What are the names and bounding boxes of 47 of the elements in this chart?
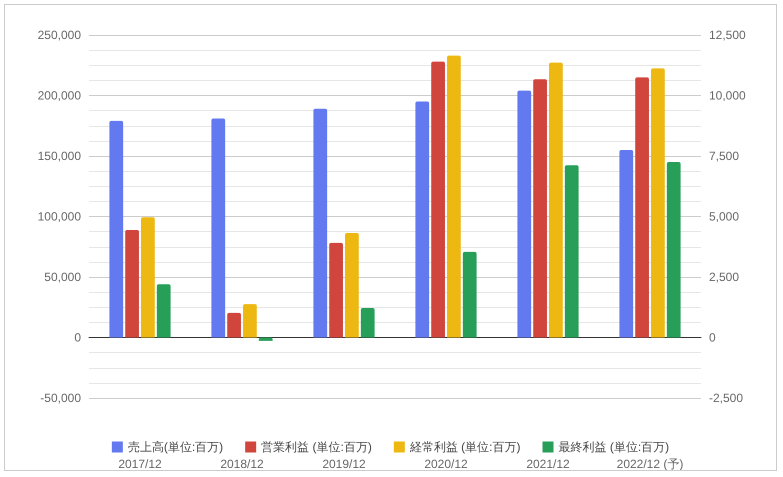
bar: [462, 252, 477, 338]
bar: [109, 120, 124, 338]
y2-tick-label: 2,500: [709, 270, 740, 284]
bar: [431, 62, 445, 338]
bar: [313, 108, 328, 338]
bar: [651, 68, 665, 338]
y-tick-label: 150,000: [38, 149, 82, 163]
y2-tick-label: 0: [709, 330, 716, 344]
legend-label: 営業利益 (単位:百万): [261, 440, 372, 454]
y-tick-label: 200,000: [38, 88, 82, 102]
bar: [564, 165, 579, 338]
x-tick-label: 2020/12: [424, 457, 468, 471]
y-tick-label: 50,000: [44, 270, 82, 284]
bar: [533, 79, 547, 338]
y2-tick-label: 7,500: [709, 149, 740, 163]
y-tick-label: 0: [74, 330, 82, 344]
bar: [141, 217, 155, 338]
x-tick-label: 2019/12: [322, 457, 366, 471]
legend-label: 経常利益 (単位:百万): [408, 440, 521, 454]
bar: [258, 338, 273, 341]
x-tick-label: 2017/12: [118, 457, 162, 471]
y2-tick-label: 12,500: [709, 28, 746, 42]
bar: [549, 62, 563, 338]
bar: [447, 56, 461, 338]
bar: [329, 242, 343, 338]
x-tick-label: 2021/12: [526, 457, 570, 471]
bar: [345, 232, 359, 338]
bar: [211, 118, 226, 338]
y-tick-label: 250,000: [38, 28, 82, 42]
y2-tick-label: -2,500: [709, 391, 744, 405]
bar: [517, 90, 532, 338]
bar: [415, 102, 430, 338]
y-tick-label: -50,000: [40, 391, 82, 405]
bar: [666, 162, 681, 338]
bar: [243, 304, 257, 338]
y-tick-label: 100,000: [38, 210, 82, 224]
y2-tick-label: 5,000: [709, 210, 740, 224]
bar: [125, 230, 139, 338]
bar: [156, 284, 171, 338]
bar: [360, 308, 375, 338]
bar: [635, 77, 649, 338]
y2-tick-label: 10,000: [709, 88, 746, 102]
bar: [227, 312, 241, 338]
legend-label: 最終利益 (単位:百万): [558, 440, 670, 454]
bar: [619, 150, 634, 338]
x-tick-label: 2018/12: [220, 457, 264, 471]
legend-label: 売上高(単位:百万): [128, 440, 224, 454]
